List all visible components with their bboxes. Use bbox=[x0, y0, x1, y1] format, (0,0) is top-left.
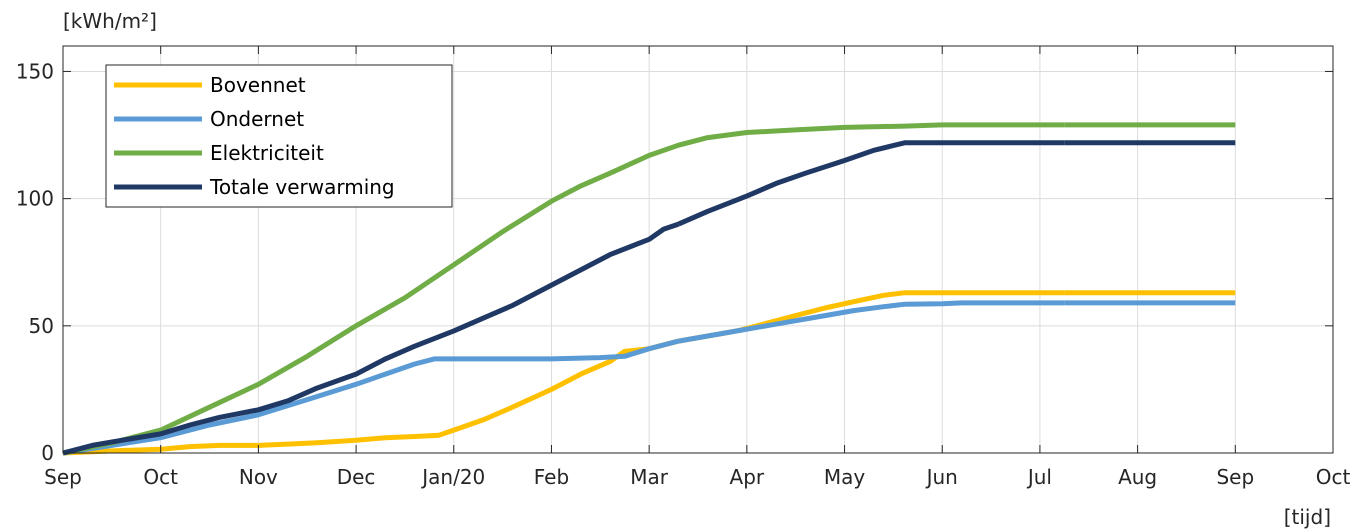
series-line-segment bbox=[62, 122, 1065, 456]
x-tick-label: May bbox=[824, 465, 866, 489]
x-tick-label: Dec bbox=[337, 465, 376, 489]
legend-label: Totale verwarming bbox=[209, 175, 395, 199]
x-tick-label: Sep bbox=[44, 465, 82, 489]
x-tick-label: Aug bbox=[1118, 465, 1157, 489]
y-tick-label: 150 bbox=[16, 59, 54, 83]
legend-label: Bovennet bbox=[210, 73, 306, 97]
x-tick-label: Apr bbox=[730, 465, 765, 489]
axes: Sep Oct Nov Dec Jan/20 Feb Mar Apr May Jun Jul Aug S… bbox=[16, 46, 1350, 489]
legend-label: Elektriciteit bbox=[210, 141, 324, 165]
series-line-segment bbox=[62, 338, 680, 456]
series-ondernet bbox=[62, 300, 1236, 456]
x-tick-label: Oct bbox=[143, 465, 178, 489]
plot-frame bbox=[62, 45, 1334, 454]
y-axis-label: [kWh/m²] bbox=[63, 9, 157, 33]
x-axis-label: [tijd] bbox=[1284, 505, 1331, 529]
x-tick-label: Mar bbox=[630, 465, 669, 489]
series-line-segment bbox=[678, 300, 1065, 344]
series-lines bbox=[62, 122, 1236, 456]
y-tick-label: 50 bbox=[29, 314, 54, 338]
y-tick-label: 0 bbox=[41, 441, 54, 465]
x-tick-label: Jan/20 bbox=[420, 465, 485, 489]
series-line-segment bbox=[62, 221, 680, 456]
y-tick-label: 100 bbox=[16, 187, 54, 211]
x-tick-label: Feb bbox=[534, 465, 569, 489]
series-line-segment bbox=[677, 140, 1065, 227]
series-line-segment bbox=[62, 338, 680, 456]
x-tick-label: Sep bbox=[1216, 465, 1254, 489]
x-tick-label: Jun bbox=[925, 465, 958, 489]
legend: Bovennet Ondernet Elektriciteit Totale verw… bbox=[105, 64, 453, 208]
legend-box bbox=[105, 64, 453, 208]
x-tick-label: Oct bbox=[1316, 465, 1350, 489]
x-tick-label: Nov bbox=[239, 465, 278, 489]
legend-label: Ondernet bbox=[210, 107, 304, 131]
series-totale-verwarming bbox=[62, 140, 1236, 456]
series-elektriciteit bbox=[62, 122, 1236, 456]
series-line-segment bbox=[678, 290, 1065, 344]
x-tick-label: Jul bbox=[1026, 465, 1052, 489]
